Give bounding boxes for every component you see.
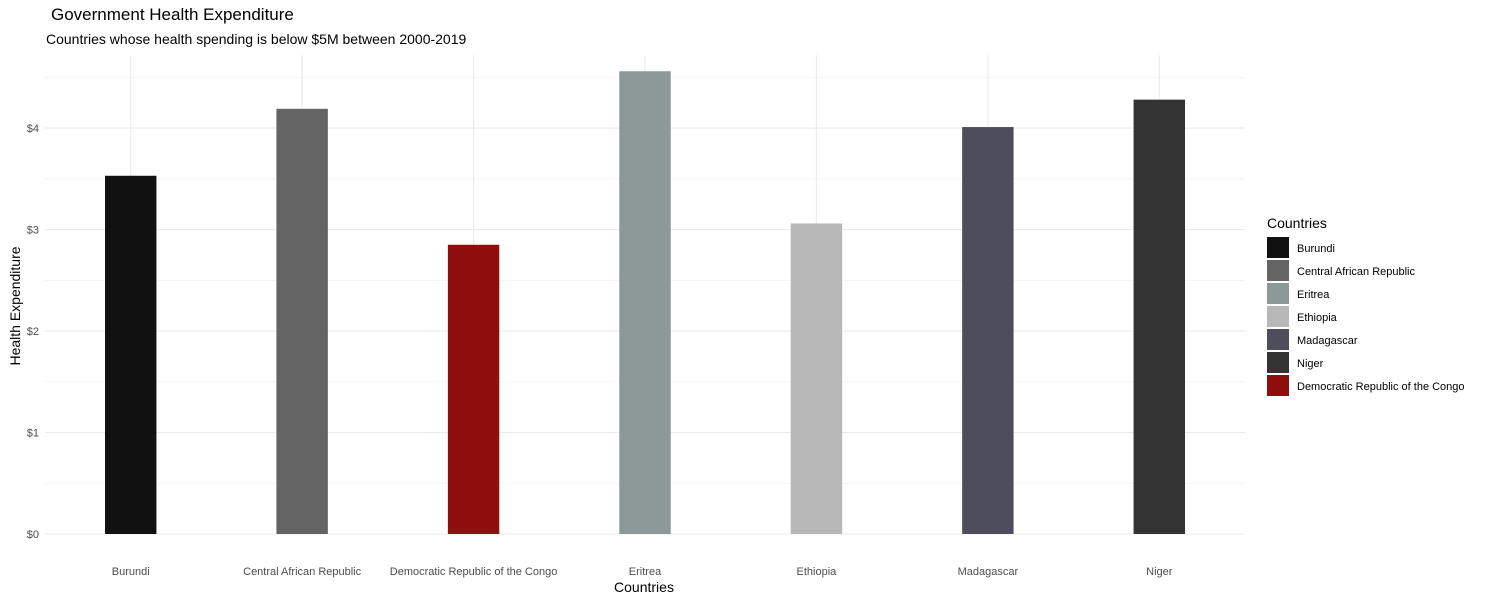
bar-niger <box>1133 99 1185 535</box>
chart-subtitle: Countries whose health spending is below… <box>46 31 467 47</box>
chart-title: Government Health Expenditure <box>51 5 294 24</box>
legend-label: Eritrea <box>1297 289 1330 301</box>
x-tick-label: Madagascar <box>958 566 1019 578</box>
y-tick-label: $2 <box>27 326 39 338</box>
x-tick-labels: Burundi Central African Republic Democrati… <box>112 566 1173 578</box>
legend-swatch <box>1267 260 1289 281</box>
legend-swatch <box>1267 237 1289 258</box>
bar-burundi <box>105 175 157 534</box>
bar-ethiopia <box>790 223 843 535</box>
x-tick-label: Ethiopia <box>797 566 838 578</box>
x-tick-label: Niger <box>1146 566 1173 578</box>
x-axis-title: Countries <box>614 579 674 595</box>
legend-title: Countries <box>1267 215 1327 231</box>
y-tick-label: $3 <box>27 225 39 237</box>
legend-swatch <box>1267 283 1289 304</box>
y-tick-labels: $0 $1 $2 $3 $4 <box>27 123 39 541</box>
y-tick-label: $4 <box>27 123 39 135</box>
bar-democratic-republic-of-the-congo <box>447 244 500 534</box>
legend-label: Madagascar <box>1297 335 1358 347</box>
bar-madagascar <box>962 127 1014 534</box>
x-tick-label: Democratic Republic of the Congo <box>390 566 558 578</box>
legend-label: Central African Republic <box>1297 266 1416 278</box>
y-tick-label: $0 <box>27 529 39 541</box>
bar-eritrea <box>619 71 671 534</box>
x-tick-label: Burundi <box>112 566 150 578</box>
x-tick-label: Central African Republic <box>243 566 362 578</box>
legend-label: Burundi <box>1297 243 1335 255</box>
legend: Countries Burundi Central African Republi… <box>1267 215 1465 396</box>
legend-swatch <box>1267 306 1289 327</box>
bar-central-african-republic <box>276 108 328 535</box>
bars <box>105 71 1185 535</box>
legend-swatch <box>1267 352 1289 373</box>
legend-label: Niger <box>1297 358 1324 370</box>
legend-label: Democratic Republic of the Congo <box>1297 381 1465 393</box>
legend-swatch <box>1267 375 1289 396</box>
y-tick-label: $1 <box>27 428 39 440</box>
legend-swatch <box>1267 329 1289 350</box>
x-tick-label: Eritrea <box>629 566 662 578</box>
legend-label: Ethiopia <box>1297 312 1338 324</box>
y-axis-title: Health Expenditure <box>7 246 23 365</box>
